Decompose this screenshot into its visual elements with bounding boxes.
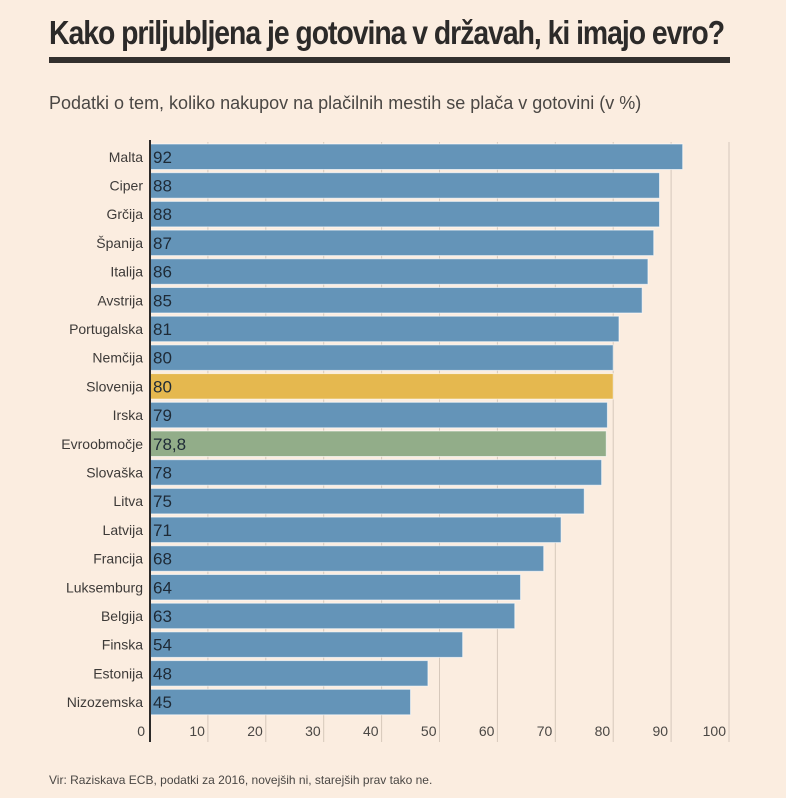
category-label: Francija xyxy=(93,551,143,567)
chart-subtitle: Podatki o tem, koliko nakupov na plačiln… xyxy=(49,93,642,113)
category-label: Slovaška xyxy=(86,464,143,480)
source-note: Vir: Raziskava ECB, podatki za 2016, nov… xyxy=(49,773,433,787)
value-label: 54 xyxy=(153,636,172,655)
category-label: Irska xyxy=(113,407,144,423)
value-label: 79 xyxy=(153,406,172,425)
value-label: 78 xyxy=(153,463,172,482)
category-label: Belgija xyxy=(101,608,143,624)
x-tick-label: 90 xyxy=(653,723,669,739)
value-label: 80 xyxy=(153,377,172,396)
bar-nemčija xyxy=(149,344,614,371)
x-tick-label: 30 xyxy=(305,723,321,739)
category-label: Portugalska xyxy=(69,321,143,337)
value-label: 92 xyxy=(153,148,172,167)
category-label: Nemčija xyxy=(92,350,143,366)
value-label: 88 xyxy=(153,176,172,195)
category-label: Nizozemska xyxy=(67,694,143,710)
x-tick-label: 100 xyxy=(703,723,727,739)
category-label: Litva xyxy=(113,493,143,509)
x-tick-label: 80 xyxy=(595,723,611,739)
value-label: 48 xyxy=(153,664,172,683)
chart-title: Kako priljubljena je gotovina v državah,… xyxy=(49,14,725,51)
value-label: 86 xyxy=(153,263,172,282)
bar-nizozemska xyxy=(149,688,412,716)
bar-evroobmočje xyxy=(149,430,607,457)
x-tick-label: 70 xyxy=(537,723,553,739)
value-label: 78,8 xyxy=(153,435,186,454)
bar-slovenija xyxy=(149,373,614,400)
x-tick-label: 0 xyxy=(137,723,145,739)
bar-italija xyxy=(149,258,649,285)
value-label: 71 xyxy=(153,521,172,540)
bar-slovaška xyxy=(149,459,603,486)
category-label: Estonija xyxy=(93,665,143,681)
bar-portugalska xyxy=(149,315,620,343)
bar-irska xyxy=(149,401,608,429)
value-label: 80 xyxy=(153,349,172,368)
value-label: 87 xyxy=(153,234,172,253)
category-label: Avstrija xyxy=(97,292,143,308)
x-tick-label: 40 xyxy=(363,723,379,739)
value-label: 85 xyxy=(153,291,172,310)
bar-litva xyxy=(149,487,585,515)
value-label: 63 xyxy=(153,607,172,626)
value-label: 88 xyxy=(153,205,172,224)
value-label: 64 xyxy=(153,578,172,597)
value-label: 81 xyxy=(153,320,172,339)
bar-estonija xyxy=(149,660,429,687)
title-underline xyxy=(49,57,730,63)
x-tick-label: 60 xyxy=(479,723,495,739)
value-label: 45 xyxy=(153,693,172,712)
bar-španija xyxy=(149,229,655,257)
category-label: Španija xyxy=(96,235,143,251)
value-label: 68 xyxy=(153,550,172,569)
bar-ciper xyxy=(149,172,661,199)
x-tick-label: 20 xyxy=(247,723,263,739)
x-tick-label: 50 xyxy=(421,723,437,739)
category-label: Evroobmočje xyxy=(61,436,143,452)
bar-chart: Malta 92 Ciper 88 Grčija 88 Španija 87 Italija 86… xyxy=(61,140,730,742)
x-tick-label: 10 xyxy=(189,723,205,739)
bar-grčija xyxy=(149,200,661,228)
category-label: Slovenija xyxy=(86,378,143,394)
bar-luksemburg xyxy=(149,574,522,601)
bar-finska xyxy=(149,631,464,658)
category-label: Finska xyxy=(102,637,143,653)
category-label: Italija xyxy=(110,264,143,280)
category-label: Malta xyxy=(109,149,143,165)
category-label: Luksemburg xyxy=(66,579,143,595)
category-label: Ciper xyxy=(110,177,144,193)
category-label: Latvija xyxy=(103,522,144,538)
bar-avstrija xyxy=(149,287,643,314)
bar-malta xyxy=(149,143,684,170)
category-label: Grčija xyxy=(106,206,143,222)
bar-francija xyxy=(149,545,545,572)
bar-latvija xyxy=(149,516,562,544)
bar-belgija xyxy=(149,602,516,630)
value-label: 75 xyxy=(153,492,172,511)
